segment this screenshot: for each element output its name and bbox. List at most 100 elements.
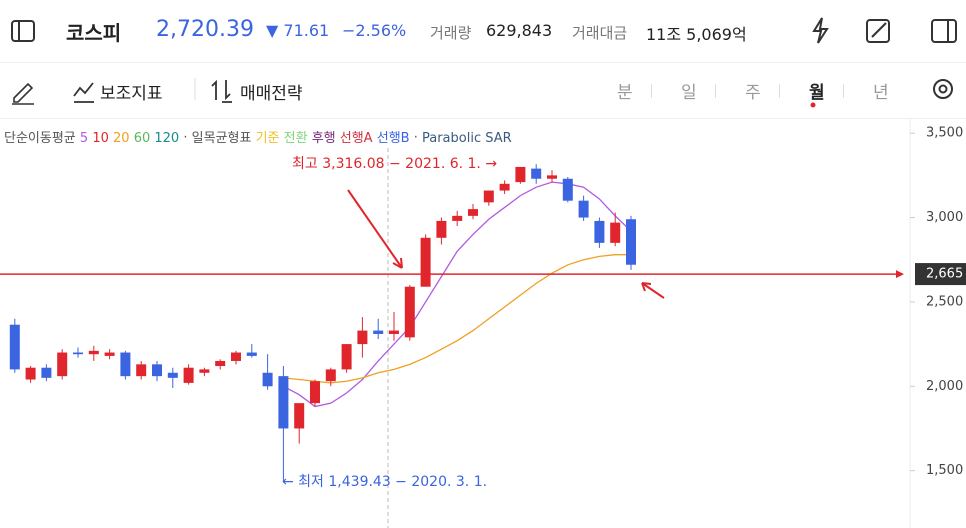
legend-item: 선행A bbox=[340, 130, 373, 146]
legend-item: 20 bbox=[113, 131, 130, 146]
index-name: 코스피 bbox=[66, 21, 122, 45]
y-tick-label: 3,000 bbox=[926, 210, 963, 225]
candle-body bbox=[136, 364, 147, 377]
legend-label: 단순이동평균 bbox=[4, 131, 76, 146]
candle-body bbox=[452, 215, 463, 221]
period-tab[interactable]: 월 bbox=[809, 83, 825, 103]
divider bbox=[843, 84, 844, 98]
candle-body bbox=[626, 219, 636, 265]
price: 2,720.39 bbox=[156, 17, 254, 42]
candle-body bbox=[357, 330, 368, 345]
header: 코스피 2,720.39 ▼ 71.61 −2.56% 거래량 629,843 … bbox=[0, 0, 966, 63]
candle-body bbox=[531, 168, 542, 179]
candle-body bbox=[325, 369, 336, 382]
legend-item: 기준 bbox=[256, 131, 280, 146]
candle-body bbox=[9, 324, 20, 370]
arrow bbox=[641, 282, 665, 299]
candle-body bbox=[231, 352, 241, 361]
divider bbox=[715, 84, 716, 98]
candle-body bbox=[610, 222, 621, 243]
sidebar-icon[interactable] bbox=[11, 20, 35, 42]
edit-icon[interactable] bbox=[866, 19, 890, 43]
y-tick-label: 3,500 bbox=[926, 126, 963, 141]
candle-body bbox=[104, 352, 115, 356]
amount: 11조 5,069억 bbox=[646, 25, 747, 44]
candle-body bbox=[420, 237, 431, 287]
candle-body bbox=[25, 367, 36, 380]
divider bbox=[651, 84, 652, 98]
candle-body bbox=[278, 376, 289, 429]
chart: 단순이동평균 5 10 20 60 120 · 일목균형표 기준 전환 후행 선… bbox=[0, 118, 966, 528]
ma-line bbox=[283, 254, 631, 384]
legend-item: 120 bbox=[154, 131, 179, 146]
header-icons bbox=[11, 17, 957, 44]
candle-body bbox=[152, 364, 162, 377]
amount-label: 거래대금 bbox=[572, 24, 628, 42]
legend-item: Parabolic SAR bbox=[422, 131, 512, 146]
price-tag bbox=[915, 263, 966, 286]
candle-body bbox=[468, 209, 478, 216]
candle-body bbox=[310, 381, 320, 404]
candle-body bbox=[294, 403, 305, 429]
legend-item: 선행B bbox=[377, 130, 410, 146]
period-tab[interactable]: 년 bbox=[873, 83, 889, 103]
panel-icon[interactable] bbox=[931, 19, 957, 43]
price-arrow bbox=[896, 270, 904, 279]
candle-body bbox=[73, 352, 83, 355]
draw-icon[interactable] bbox=[12, 82, 34, 105]
active-dot bbox=[810, 102, 816, 108]
legend-item: 전환 bbox=[284, 131, 308, 146]
legend: 단순이동평균 5 10 20 60 120 · 일목균형표 기준 전환 후행 선… bbox=[4, 130, 512, 146]
divider bbox=[779, 84, 780, 98]
legend-label: 일목균형표 bbox=[192, 131, 252, 146]
flash-icon[interactable] bbox=[812, 17, 829, 44]
candle-body bbox=[167, 372, 178, 378]
y-tick-label: 2,500 bbox=[926, 294, 963, 309]
candle-body bbox=[404, 286, 415, 338]
legend-item: 60 bbox=[134, 131, 151, 146]
candle-body bbox=[373, 330, 384, 334]
candle-body bbox=[199, 369, 210, 373]
candle-body bbox=[341, 344, 352, 370]
candle-body bbox=[246, 352, 257, 356]
candle-body bbox=[41, 367, 52, 378]
candle-body bbox=[57, 352, 68, 377]
candle-body bbox=[120, 352, 131, 377]
candle-body bbox=[499, 183, 510, 191]
period-tab[interactable]: 주 bbox=[745, 83, 761, 103]
legend-item: 후행 bbox=[312, 130, 336, 146]
ma-line bbox=[283, 181, 632, 408]
indicator-icon[interactable] bbox=[73, 82, 94, 103]
candle-body bbox=[562, 178, 573, 201]
candle-body bbox=[436, 220, 447, 238]
toolbar: 보조지표 매매전략 분 일 주 월 년 bbox=[0, 62, 966, 119]
period-tab[interactable]: 일 bbox=[681, 83, 697, 103]
candle-body bbox=[578, 200, 589, 218]
toolbar-icons bbox=[12, 78, 953, 108]
legend-item: 5 bbox=[80, 131, 88, 146]
candle-body bbox=[483, 190, 494, 203]
candle-body bbox=[262, 372, 273, 387]
arrow bbox=[347, 189, 403, 269]
settings-icon[interactable] bbox=[933, 79, 953, 99]
y-tick-label: 1,500 bbox=[926, 463, 963, 478]
candle-body bbox=[183, 367, 194, 383]
volume-label: 거래량 bbox=[430, 24, 472, 42]
change-pct: −2.56% bbox=[342, 21, 407, 40]
strategy-button[interactable]: 매매전략 bbox=[240, 84, 303, 104]
price-tag-label: 2,665 bbox=[926, 267, 963, 282]
high-annotation: 최고 3,316.08 − 2021. 6. 1. → bbox=[292, 156, 497, 172]
low-annotation: ← 최저 1,439.43 − 2020. 3. 1. bbox=[282, 474, 487, 490]
candle-body bbox=[547, 175, 557, 179]
change: ▼ 71.61 bbox=[266, 21, 330, 40]
volume: 629,843 bbox=[486, 21, 553, 40]
candle-body bbox=[215, 360, 226, 367]
indicator-button[interactable]: 보조지표 bbox=[100, 84, 163, 104]
candle-body bbox=[594, 220, 605, 243]
candle-body bbox=[515, 166, 526, 183]
y-tick-label: 2,000 bbox=[926, 379, 963, 394]
candle-body bbox=[88, 350, 99, 355]
period-tab[interactable]: 분 bbox=[617, 83, 633, 103]
strategy-icon[interactable] bbox=[211, 79, 232, 103]
